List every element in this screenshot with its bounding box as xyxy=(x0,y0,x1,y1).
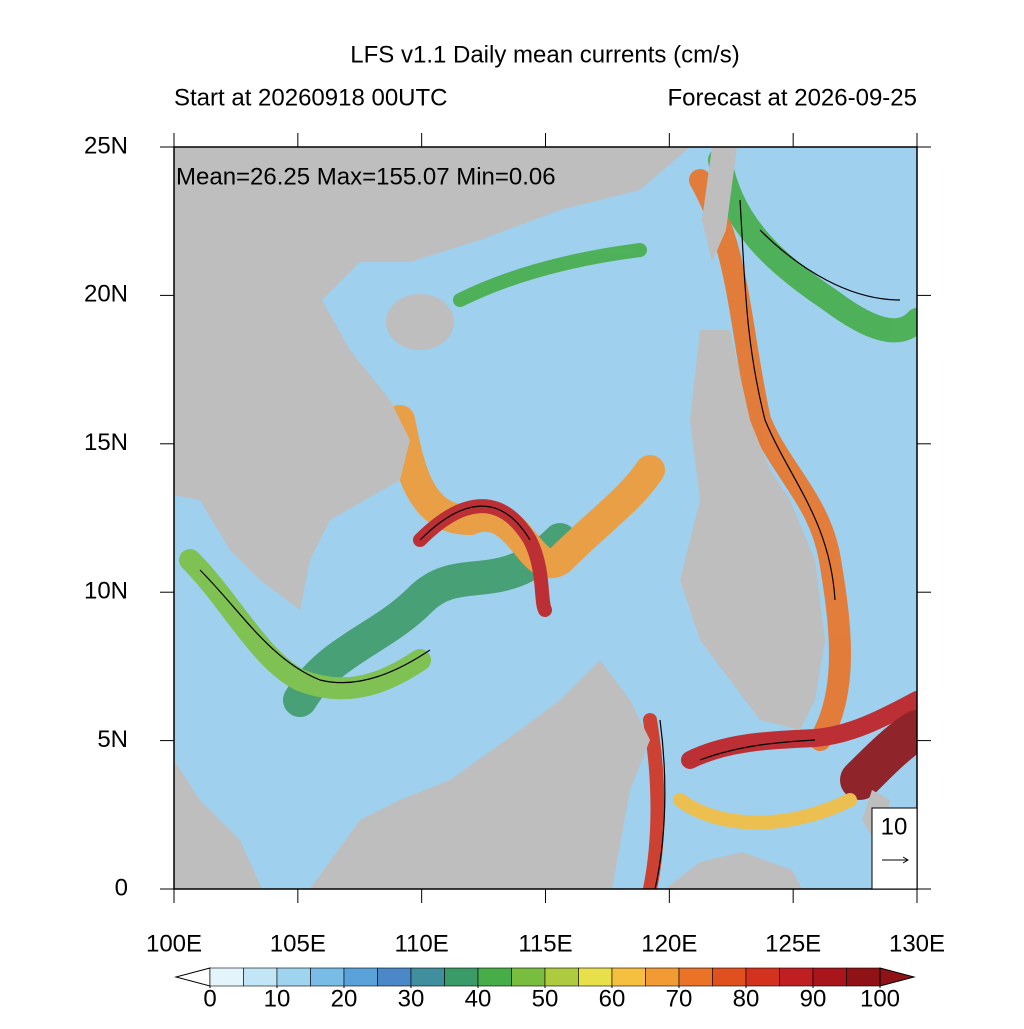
colorbar-box xyxy=(678,967,713,987)
reference-arrowhead xyxy=(902,856,909,864)
colorbar-high-triangle xyxy=(879,967,916,987)
colorbar-box xyxy=(544,967,579,987)
y-tick-label: 5N xyxy=(97,726,128,753)
y-tick-label: 0 xyxy=(115,874,128,901)
colorbar-box xyxy=(310,967,345,987)
colorbar-low-triangle xyxy=(174,967,211,987)
colorbar-box xyxy=(410,967,445,987)
reference-vector-box xyxy=(871,807,918,890)
colorbar-box xyxy=(444,967,479,987)
start-time: Start at 20260918 00UTC xyxy=(174,84,448,111)
colorbar-box xyxy=(611,967,646,987)
colorbar-box xyxy=(477,967,512,987)
colorbar-label: 80 xyxy=(733,985,760,1012)
colorbar-label: 90 xyxy=(800,985,827,1012)
colorbar-box xyxy=(812,967,847,987)
forecast-time: Forecast at 2026-09-25 xyxy=(668,84,917,111)
x-tick-label: 105E xyxy=(270,930,326,957)
colorbar-label: 60 xyxy=(599,985,626,1012)
colorbar-box xyxy=(209,967,244,987)
colorbar-box xyxy=(779,967,814,987)
x-tick-label: 115E xyxy=(518,930,572,957)
colorbar-label: 30 xyxy=(398,985,425,1012)
y-tick-label: 15N xyxy=(84,429,128,456)
colorbar-box xyxy=(745,967,780,987)
colorbar-box xyxy=(343,967,378,987)
map-field xyxy=(174,147,917,889)
colorbar-box xyxy=(377,967,412,987)
colorbar-box xyxy=(276,967,311,987)
x-tick-label: 120E xyxy=(641,930,697,957)
colorbar-box xyxy=(645,967,680,987)
reference-vector-label: 10 xyxy=(881,813,908,840)
colorbar-box xyxy=(511,967,546,987)
x-tick-label: 110E xyxy=(395,930,449,957)
x-tick-label: 125E xyxy=(765,930,821,957)
colorbar-label: 40 xyxy=(465,985,492,1012)
colorbar-label: 70 xyxy=(666,985,693,1012)
colorbar-label: 0 xyxy=(203,985,216,1012)
colorbar-label: 50 xyxy=(532,985,559,1012)
y-tick-label: 25N xyxy=(84,132,128,159)
colorbar-box xyxy=(712,967,747,987)
y-tick-label: 10N xyxy=(84,578,128,605)
colorbar-label: 100 xyxy=(860,985,900,1012)
colorbar-label: 20 xyxy=(331,985,358,1012)
colorbar-box xyxy=(243,967,278,987)
x-tick-label: 130E xyxy=(889,930,945,957)
x-tick-label: 100E xyxy=(146,930,202,957)
colorbar-box xyxy=(578,967,613,987)
title: LFS v1.1 Daily mean currents (cm/s) xyxy=(350,41,739,68)
colorbar-box xyxy=(846,967,881,987)
stats: Mean=26.25 Max=155.07 Min=0.06 xyxy=(176,163,556,190)
y-tick-label: 20N xyxy=(84,281,128,308)
colorbar-label: 10 xyxy=(264,985,291,1012)
